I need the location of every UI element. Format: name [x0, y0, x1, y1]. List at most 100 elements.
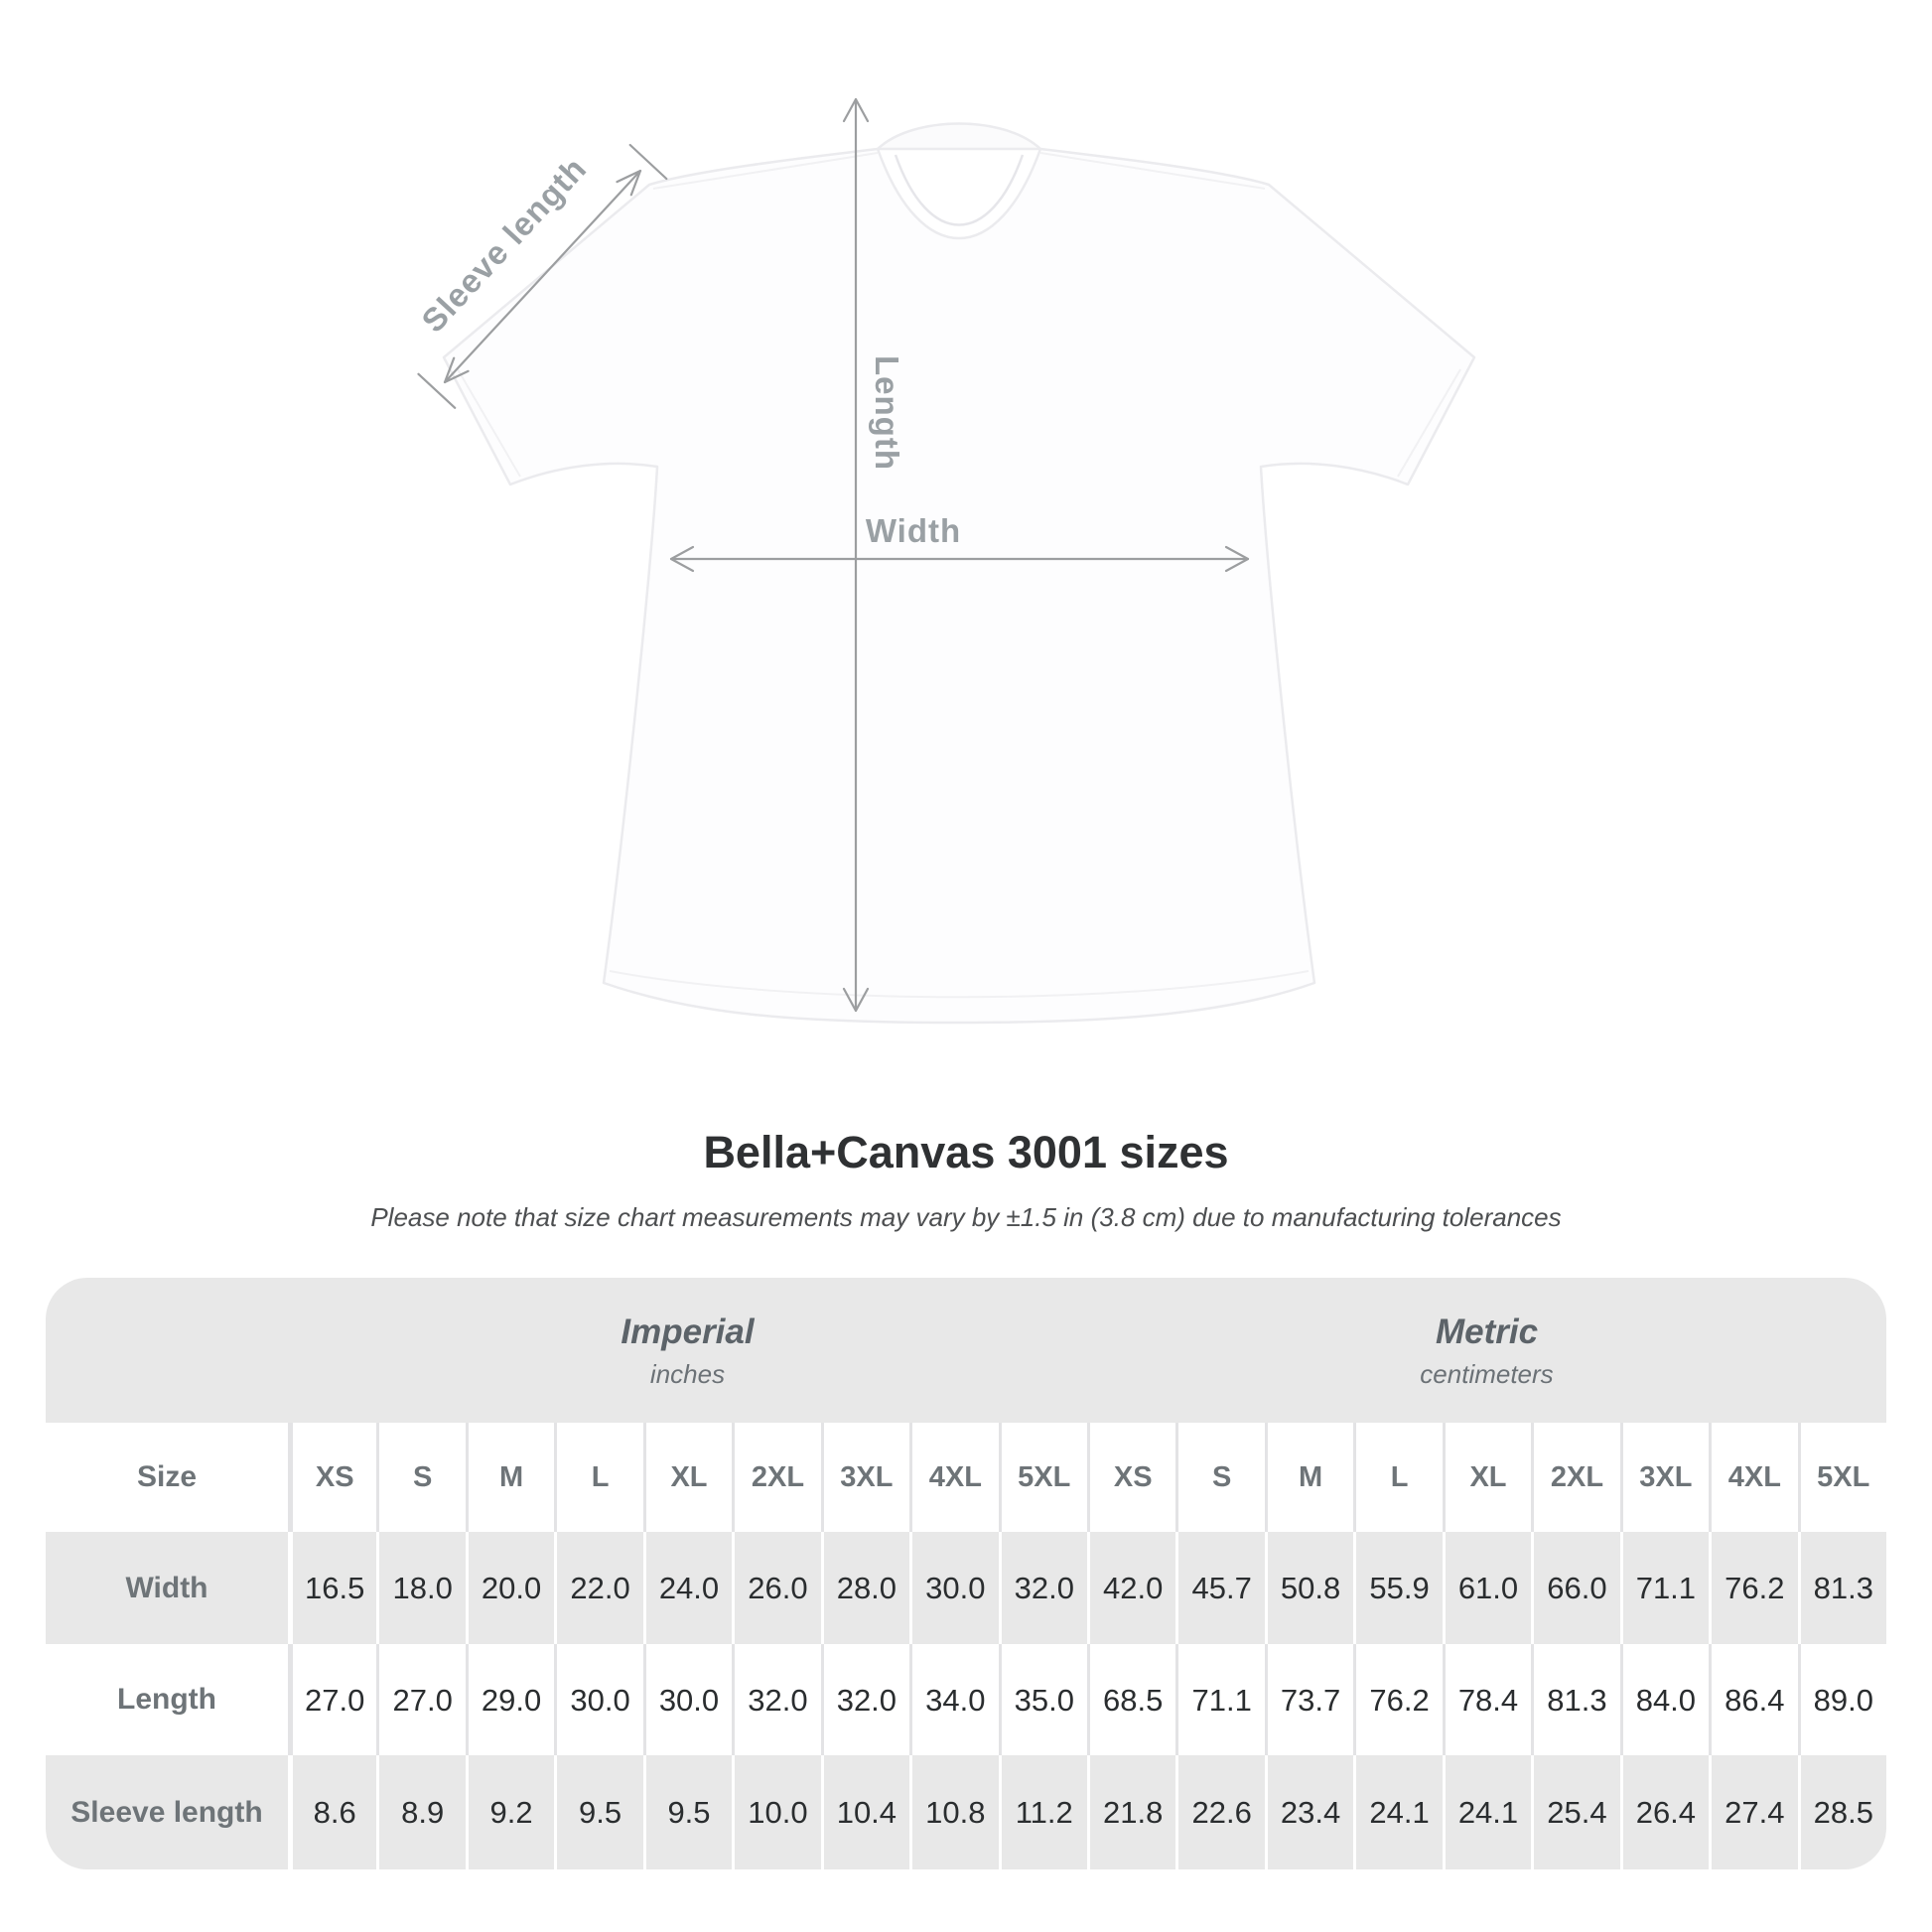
sleeve-end-tick-top	[628, 143, 668, 181]
tshirt-back-collar	[874, 122, 1044, 151]
value-cell: 9.5	[642, 1755, 733, 1869]
unit-header-band: Imperial inches Metric centimeters	[46, 1278, 1886, 1423]
value-cell: 68.5	[1086, 1644, 1176, 1755]
value-cell: 78.4	[1442, 1644, 1532, 1755]
value-cell: 28.0	[820, 1532, 910, 1644]
value-cell: 11.2	[998, 1755, 1087, 1869]
measurement-row-label: Sleeve length	[46, 1755, 288, 1869]
value-cell: 27.4	[1709, 1755, 1798, 1869]
size-col-header: L	[554, 1423, 643, 1532]
value-cell: 32.0	[732, 1644, 821, 1755]
size-col-header: 4XL	[1709, 1423, 1798, 1532]
metric-header: Metric centimeters	[1087, 1278, 1886, 1423]
tshirt-illustration: Length Width Sleeve length	[414, 97, 1476, 1025]
value-cell: 20.0	[465, 1532, 555, 1644]
value-cell: 45.7	[1175, 1532, 1265, 1644]
value-cell: 32.0	[820, 1644, 910, 1755]
value-cell: 9.2	[465, 1755, 555, 1869]
length-arrowhead-top	[842, 97, 870, 123]
value-cell: 26.0	[732, 1532, 821, 1644]
value-cell: 71.1	[1619, 1532, 1710, 1644]
value-cell: 22.6	[1175, 1755, 1265, 1869]
tshirt-measurement-diagram: Length Width Sleeve length	[414, 97, 1476, 1025]
value-cell: 76.2	[1709, 1532, 1798, 1644]
size-col-header: XL	[642, 1423, 733, 1532]
tshirt-shoulder-seam-left	[652, 152, 879, 190]
value-cell: 89.0	[1797, 1644, 1886, 1755]
value-cell: 10.8	[909, 1755, 999, 1869]
value-cell: 29.0	[465, 1644, 555, 1755]
tshirt-collar-band	[894, 154, 1025, 226]
length-label: Length	[869, 355, 905, 471]
size-col-header: XL	[1442, 1423, 1532, 1532]
value-cell: 22.0	[554, 1532, 643, 1644]
value-cell: 24.0	[642, 1532, 733, 1644]
sleeve-arrowhead-bottom	[443, 356, 470, 384]
value-cell: 8.6	[288, 1755, 377, 1869]
value-cell: 50.8	[1264, 1532, 1354, 1644]
size-col-header: S	[1175, 1423, 1265, 1532]
value-cell: 86.4	[1709, 1644, 1798, 1755]
imperial-header: Imperial inches	[288, 1278, 1087, 1423]
value-cell: 21.8	[1086, 1755, 1176, 1869]
value-cell: 8.9	[376, 1755, 466, 1869]
size-table: Imperial inches Metric centimeters Size X…	[46, 1278, 1886, 1869]
tshirt-silhouette	[442, 147, 1476, 1025]
sleeve-arrowhead-top	[616, 169, 642, 197]
metric-unit: centimeters	[1420, 1358, 1554, 1389]
value-cell: 81.3	[1531, 1644, 1620, 1755]
value-cell: 9.5	[554, 1755, 643, 1869]
value-cell: 84.0	[1619, 1644, 1710, 1755]
imperial-unit: inches	[649, 1358, 726, 1389]
value-cell: 25.4	[1531, 1755, 1620, 1869]
tshirt-hem-seam	[609, 970, 1310, 999]
value-cell: 81.3	[1797, 1532, 1886, 1644]
measurement-row-label: Width	[46, 1532, 288, 1644]
size-col-header: 3XL	[820, 1423, 910, 1532]
value-cell: 32.0	[998, 1532, 1087, 1644]
tshirt-shoulder-seam-right	[1039, 152, 1266, 190]
tshirt-cuff-seam-left	[457, 368, 521, 478]
tshirt-cuff-seam-right	[1397, 368, 1461, 478]
value-cell: 18.0	[376, 1532, 466, 1644]
value-cell: 55.9	[1353, 1532, 1443, 1644]
value-cell: 73.7	[1264, 1644, 1354, 1755]
width-arrowhead-right	[1224, 545, 1250, 573]
size-col-header: L	[1353, 1423, 1443, 1532]
size-col-header: 2XL	[1531, 1423, 1620, 1532]
unit-band-spacer	[46, 1278, 288, 1423]
size-col-header: 2XL	[732, 1423, 821, 1532]
metric-title: Metric	[1435, 1311, 1539, 1351]
value-cell: 76.2	[1353, 1644, 1443, 1755]
size-col-header: XS	[1086, 1423, 1176, 1532]
value-cell: 27.0	[376, 1644, 466, 1755]
value-cell: 61.0	[1442, 1532, 1532, 1644]
sleeve-end-tick-bottom	[417, 372, 457, 409]
value-cell: 23.4	[1264, 1755, 1354, 1869]
value-cell: 24.1	[1442, 1755, 1532, 1869]
size-grid: Size XS S M L XL 2XL 3XL 4XL 5XL XS S M L XL 2XL 3XL 4XL 5…	[46, 1423, 1886, 1869]
size-col-header: 3XL	[1619, 1423, 1710, 1532]
width-label: Width	[866, 512, 961, 549]
value-cell: 34.0	[909, 1644, 999, 1755]
page-title: Bella+Canvas 3001 sizes	[703, 1127, 1229, 1177]
size-row-label: Size	[46, 1423, 288, 1532]
value-cell: 71.1	[1175, 1644, 1265, 1755]
size-col-header: M	[1264, 1423, 1354, 1532]
value-cell: 27.0	[288, 1644, 377, 1755]
tolerance-note: Please note that size chart measurements…	[370, 1202, 1562, 1232]
value-cell: 30.0	[642, 1644, 733, 1755]
size-col-header: M	[465, 1423, 555, 1532]
width-arrowhead-left	[669, 545, 695, 573]
imperial-title: Imperial	[621, 1311, 755, 1351]
size-col-header: XS	[288, 1423, 377, 1532]
value-cell: 66.0	[1531, 1532, 1620, 1644]
value-cell: 42.0	[1086, 1532, 1176, 1644]
value-cell: 30.0	[554, 1644, 643, 1755]
size-col-header: 5XL	[1797, 1423, 1886, 1532]
value-cell: 35.0	[998, 1644, 1087, 1755]
value-cell: 10.4	[820, 1755, 910, 1869]
value-cell: 16.5	[288, 1532, 377, 1644]
value-cell: 10.0	[732, 1755, 821, 1869]
